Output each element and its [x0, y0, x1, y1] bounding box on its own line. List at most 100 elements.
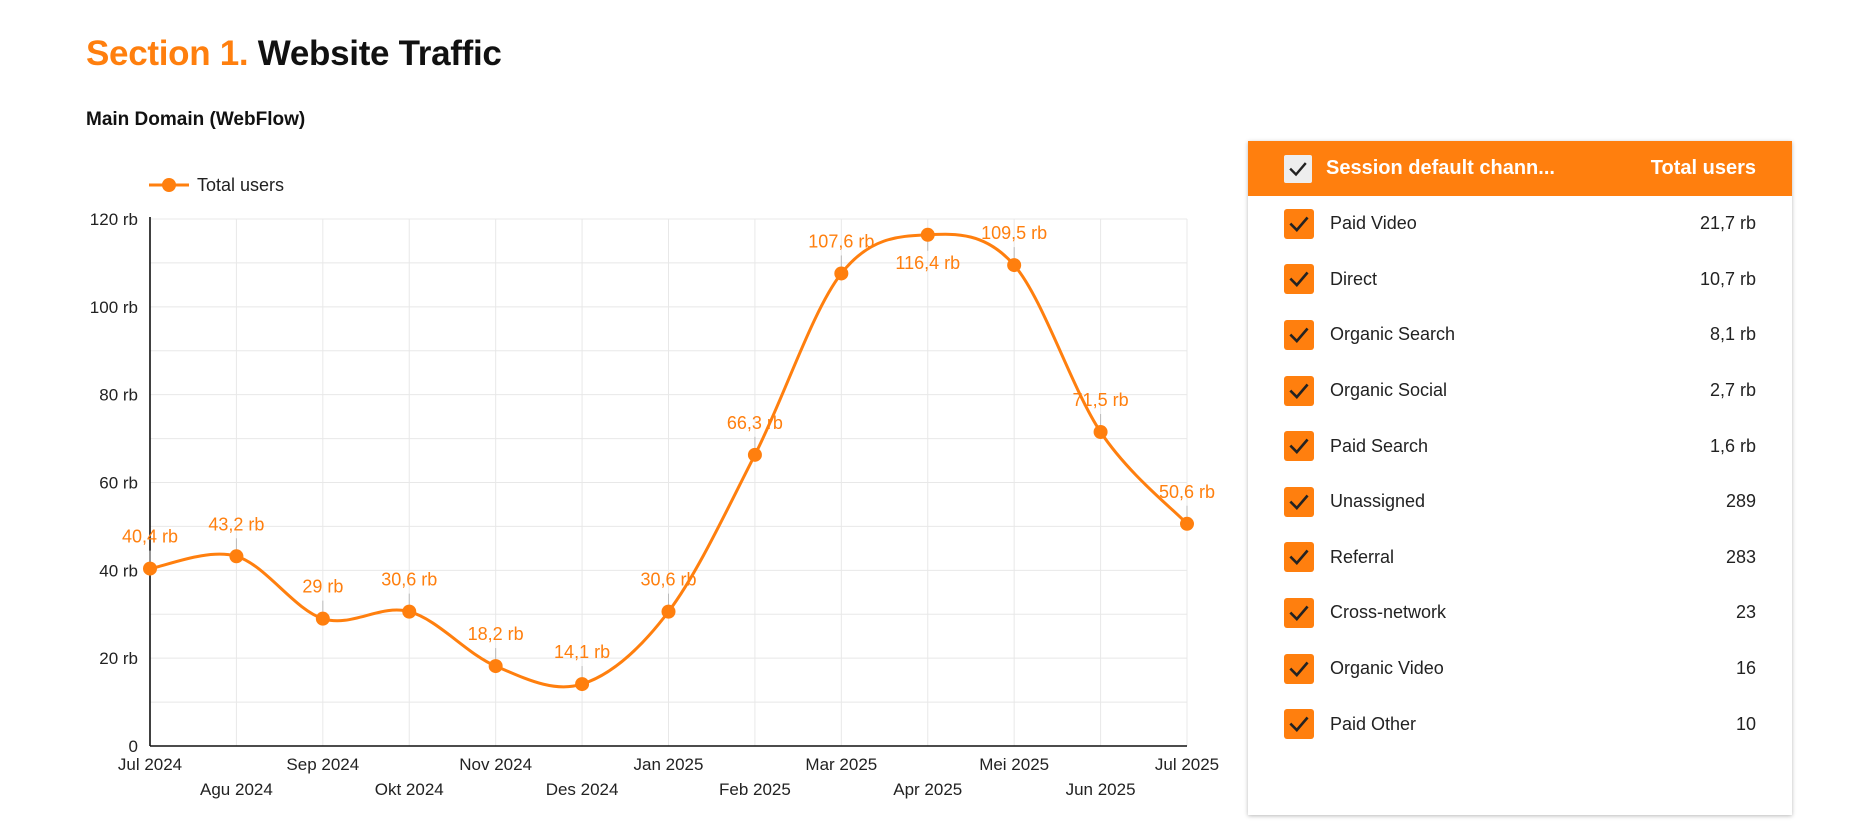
x-tick-label: Nov 2024 [459, 755, 532, 774]
data-label: 29 rb [302, 577, 343, 597]
channel-checkbox[interactable] [1284, 709, 1314, 740]
channel-label: Unassigned [1330, 491, 1426, 512]
data-point [1180, 516, 1194, 531]
data-point [1007, 258, 1022, 273]
select-all-checkbox[interactable] [1284, 154, 1312, 183]
channel-row[interactable]: Referral 283 [1248, 530, 1792, 586]
x-tick-label: Jul 2024 [118, 755, 182, 774]
y-tick-label: 60 rb [99, 474, 138, 493]
channel-value: 23 [1735, 602, 1756, 623]
channel-label: Direct [1330, 268, 1378, 289]
x-tick-label: Jun 2025 [1066, 780, 1136, 799]
data-point [661, 604, 676, 619]
data-point [1093, 424, 1108, 439]
y-tick-label: 20 rb [99, 649, 138, 668]
data-label: 71,5 rb [1073, 390, 1129, 410]
data-point [229, 549, 244, 564]
channel-label: Referral [1330, 546, 1395, 567]
y-tick-label: 40 rb [99, 561, 138, 580]
data-label: 109,5 rb [981, 223, 1047, 243]
channel-value: 10 [1735, 713, 1756, 734]
channel-value: 10,7 rb [1699, 268, 1756, 289]
channel-checkbox[interactable] [1284, 431, 1314, 462]
check-icon [1289, 327, 1309, 343]
legend-marker [162, 178, 176, 192]
channel-label: Paid Other [1330, 713, 1417, 734]
channel-row[interactable]: Organic Video 16 [1248, 641, 1792, 697]
section-title: Section 1. Website Traffic [86, 34, 502, 74]
series-line-total-users [149, 232, 1189, 689]
check-icon [1289, 661, 1309, 677]
channel-row[interactable]: Paid Search 1,6 rb [1248, 418, 1792, 474]
data-point [747, 447, 762, 462]
channel-checkbox[interactable] [1284, 264, 1314, 295]
check-icon [1289, 161, 1307, 176]
channel-row[interactable]: Organic Search 8,1 rb [1248, 307, 1792, 363]
data-label: 43,2 rb [208, 514, 264, 534]
channel-value: 1,6 rb [1709, 435, 1756, 456]
check-icon [1289, 272, 1309, 288]
channel-label: Cross-network [1330, 602, 1447, 623]
channel-checkbox[interactable] [1284, 375, 1314, 406]
channel-checkbox[interactable] [1284, 486, 1314, 517]
data-label: 40,4 rb [122, 527, 178, 547]
data-label: 14,1 rb [554, 642, 610, 662]
check-icon [1289, 549, 1309, 566]
check-icon [1289, 216, 1309, 232]
channel-list: Paid Video 21,7 rb Direct 10,7 rb Organic Se… [1248, 196, 1792, 752]
data-point [488, 659, 503, 674]
channel-row[interactable]: Organic Social 2,7 rb [1248, 363, 1792, 419]
channel-checkbox[interactable] [1284, 653, 1314, 684]
channel-checkbox[interactable] [1284, 597, 1314, 628]
x-tick-label: Apr 2025 [893, 780, 962, 799]
data-label: 116,4 rb [895, 253, 960, 273]
header-metric-label[interactable]: Total users [1650, 157, 1756, 179]
channel-row[interactable]: Cross-network 23 [1248, 585, 1792, 641]
channel-value: 8,1 rb [1709, 324, 1756, 345]
header-dimension-label[interactable]: Session default chann... [1326, 157, 1555, 179]
channel-row[interactable]: Direct 10,7 rb [1248, 252, 1792, 308]
section-number: Section 1. [86, 34, 249, 73]
x-tick-label: Agu 2024 [200, 780, 273, 799]
section-name: Website Traffic [257, 34, 502, 73]
x-tick-label: Mei 2025 [979, 755, 1049, 774]
channel-label: Organic Social [1330, 380, 1448, 401]
channel-value: 283 [1725, 546, 1756, 567]
panel-header: Session default chann... Total users [1248, 141, 1792, 196]
check-icon [1289, 716, 1309, 733]
line-chart: 0 20 rb 40 rb 60 rb 80 rb 100 rb 120 rb Jul 202… [90, 175, 1219, 799]
x-tick-label: Mar 2025 [805, 755, 877, 774]
data-label: 50,6 rb [1159, 482, 1215, 502]
chart-subtitle: Main Domain (WebFlow) [86, 109, 306, 130]
check-icon [1289, 383, 1309, 399]
y-tick-label: 80 rb [99, 386, 138, 405]
y-tick-label: 0 [129, 737, 138, 756]
y-tick-label: 120 rb [90, 210, 138, 229]
x-tick-label: Feb 2025 [719, 780, 791, 799]
check-icon [1289, 494, 1309, 510]
channel-label: Paid Search [1330, 435, 1429, 456]
data-point [834, 266, 849, 281]
data-label: 18,2 rb [468, 624, 524, 644]
channel-checkbox[interactable] [1284, 319, 1314, 350]
data-point [402, 604, 417, 619]
channel-checkbox[interactable] [1284, 208, 1314, 239]
data-label: 66,3 rb [727, 413, 783, 433]
channel-row[interactable]: Unassigned 289 [1248, 474, 1792, 530]
channel-value: 21,7 rb [1699, 213, 1756, 234]
data-point [575, 677, 590, 692]
check-icon [1289, 605, 1309, 621]
channel-row[interactable]: Paid Other 10 [1248, 696, 1792, 752]
channel-filter-panel: Session default chann... Total users Pai… [1248, 141, 1792, 815]
channel-row[interactable]: Paid Video 21,7 rb [1248, 196, 1792, 252]
x-tick-label: Jul 2025 [1155, 755, 1219, 774]
data-label: 30,6 rb [640, 570, 696, 590]
x-tick-label: Okt 2024 [375, 780, 444, 799]
channel-label: Organic Search [1330, 324, 1456, 345]
channel-value: 289 [1725, 491, 1756, 512]
channel-value: 16 [1735, 658, 1756, 679]
channel-checkbox[interactable] [1284, 542, 1314, 573]
x-tick-label: Sep 2024 [286, 755, 359, 774]
data-point [315, 611, 330, 626]
data-label: 107,6 rb [808, 231, 874, 251]
